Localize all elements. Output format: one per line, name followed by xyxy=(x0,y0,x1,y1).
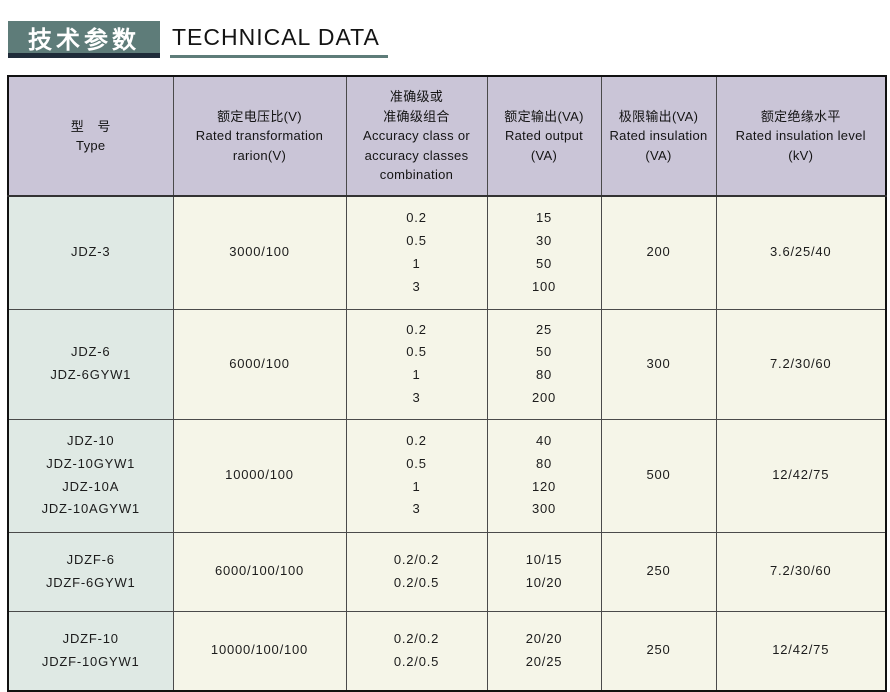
page-title-cn: 技术参数 xyxy=(28,26,140,54)
table-row: JDZ-3 3000/100 0.2 0.5 1 3 15 30 50 100 … xyxy=(7,195,887,310)
technical-data-table: 型 号 Type 额定电压比(V) Rated transformation r… xyxy=(7,75,887,692)
cell-accuracy-classes: 0.2/0.2 0.2/0.5 xyxy=(345,531,488,612)
cell-rated-output: 15 30 50 100 xyxy=(486,195,602,310)
header-row: 型 号 Type 额定电压比(V) Rated transformation r… xyxy=(7,75,887,197)
cell-voltage-ratio: 10000/100/100 xyxy=(172,610,347,692)
column-header-accuracy-class: 准确级或 准确级组合 Accuracy class or accuracy cl… xyxy=(345,75,488,197)
cell-type: JDZF-6 JDZF-6GYW1 xyxy=(7,531,174,612)
cell-rated-output: 20/20 20/25 xyxy=(486,610,602,692)
column-header-insulation-level: 额定绝缘水平 Rated insulation level (kV) xyxy=(715,75,887,197)
cell-accuracy-classes: 0.2 0.5 1 3 xyxy=(345,195,488,310)
cell-insulation-level: 7.2/30/60 xyxy=(715,531,887,612)
cell-voltage-ratio: 3000/100 xyxy=(172,195,347,310)
cell-limit-output: 250 xyxy=(600,531,717,612)
cell-insulation-level: 7.2/30/60 xyxy=(715,308,887,420)
page-title-en: TECHNICAL DATA xyxy=(170,24,388,58)
cell-type: JDZF-10 JDZF-10GYW1 xyxy=(7,610,174,692)
cell-rated-output: 10/15 10/20 xyxy=(486,531,602,612)
table-row: JDZ-10 JDZ-10GYW1 JDZ-10A JDZ-10AGYW1 10… xyxy=(7,418,887,533)
cell-voltage-ratio: 10000/100 xyxy=(172,418,347,533)
title-banner: 技术参数 xyxy=(8,21,160,58)
cell-type: JDZ-6 JDZ-6GYW1 xyxy=(7,308,174,420)
cell-accuracy-classes: 0.2 0.5 1 3 xyxy=(345,418,488,533)
cell-type: JDZ-3 xyxy=(7,195,174,310)
column-header-type: 型 号 Type xyxy=(7,75,174,197)
table-row: JDZF-10 JDZF-10GYW1 10000/100/100 0.2/0.… xyxy=(7,610,887,692)
table-row: JDZF-6 JDZF-6GYW1 6000/100/100 0.2/0.2 0… xyxy=(7,531,887,612)
cell-rated-output: 25 50 80 200 xyxy=(486,308,602,420)
cell-insulation-level: 3.6/25/40 xyxy=(715,195,887,310)
cell-voltage-ratio: 6000/100/100 xyxy=(172,531,347,612)
cell-limit-output: 250 xyxy=(600,610,717,692)
cell-limit-output: 200 xyxy=(600,195,717,310)
cell-insulation-level: 12/42/75 xyxy=(715,610,887,692)
cell-limit-output: 500 xyxy=(600,418,717,533)
cell-insulation-level: 12/42/75 xyxy=(715,418,887,533)
cell-accuracy-classes: 0.2 0.5 1 3 xyxy=(345,308,488,420)
column-header-rated-output: 额定输出(VA) Rated output (VA) xyxy=(486,75,602,197)
column-header-voltage-ratio: 额定电压比(V) Rated transformation rarion(V) xyxy=(172,75,347,197)
cell-accuracy-classes: 0.2/0.2 0.2/0.5 xyxy=(345,610,488,692)
titlebar: 技术参数 TECHNICAL DATA xyxy=(0,0,890,58)
cell-limit-output: 300 xyxy=(600,308,717,420)
cell-voltage-ratio: 6000/100 xyxy=(172,308,347,420)
column-header-limit-output: 极限输出(VA) Rated insulation (VA) xyxy=(600,75,717,197)
cell-type: JDZ-10 JDZ-10GYW1 JDZ-10A JDZ-10AGYW1 xyxy=(7,418,174,533)
cell-rated-output: 40 80 120 300 xyxy=(486,418,602,533)
table-row: JDZ-6 JDZ-6GYW1 6000/100 0.2 0.5 1 3 25 … xyxy=(7,308,887,420)
